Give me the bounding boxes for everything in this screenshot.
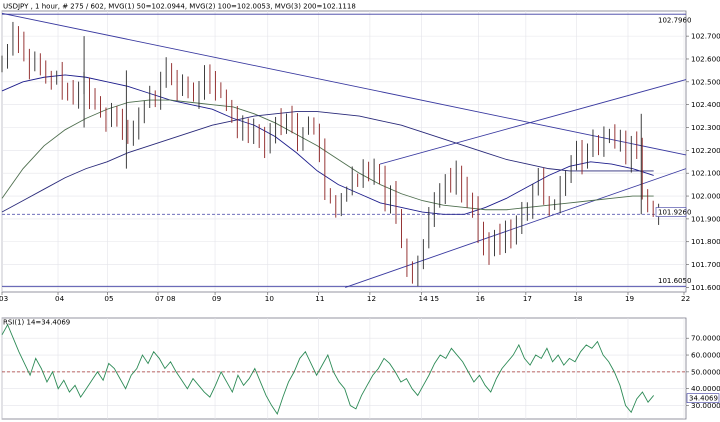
trendline[interactable] (345, 168, 687, 288)
rsi-y-tick-label: 60.0000 (691, 351, 720, 360)
x-tick-label: 18 (573, 294, 583, 303)
price-y-tick-label: 102.5000 (691, 77, 720, 86)
moving-average-line (1, 99, 654, 211)
price-y-tick-label: 102.0000 (691, 192, 720, 201)
rsi-y-tick-label: 30.0000 (691, 401, 720, 410)
chart-title: USDJPY , 1 hour, # 275 / 602, MVG(1) 50=… (3, 3, 356, 11)
price-y-tick-label: 101.6000 (691, 283, 720, 292)
price-grid (1, 11, 686, 292)
x-tick-label: 10 (265, 294, 275, 303)
x-tick-label: 16 (476, 294, 486, 303)
time-axis: 03 04 05 07 08 09 10 11 12 14 15 16 17 18 19 22 (0, 292, 690, 303)
rsi-line (1, 323, 655, 415)
price-plot-area (1, 10, 687, 293)
x-tick-label: 09 (212, 294, 222, 303)
price-y-tick-label: 101.9000 (691, 214, 720, 223)
price-y-tick-label: 102.4000 (691, 100, 720, 109)
current-price-marker: 101.9260 (658, 209, 691, 217)
rsi-plot-area (1, 317, 687, 420)
x-tick-label: 05 (104, 294, 113, 303)
high-price-marker: 102.7960 (658, 17, 691, 25)
price-y-tick-label: 102.2000 (691, 146, 720, 155)
rsi-title: RSI(1) 14=34.4069 (3, 319, 70, 327)
trendline[interactable] (379, 79, 687, 165)
x-tick-label: 03 (0, 294, 8, 303)
price-trendlines (1, 12, 687, 288)
price-y-tick-label: 102.1000 (691, 169, 720, 178)
price-y-tick-label: 102.7000 (691, 32, 720, 41)
rsi-current-box (686, 393, 720, 403)
price-y-tick-label: 101.8000 (691, 237, 720, 246)
rsi-y-tick-label: 40.0000 (691, 384, 720, 393)
rsi-panel: 30.0000 40.0000 50.0000 60.0000 70.0000 RSI(… (1, 317, 720, 420)
rsi-current-marker: 34.4069 (686, 393, 720, 403)
price-y-tick-label: 102.6000 (691, 54, 720, 63)
current-price-marker-box (655, 207, 687, 217)
trendline[interactable] (1, 12, 687, 156)
x-tick-label: 17 (523, 294, 532, 303)
price-y-axis: 101.6000 101.7000 101.8000 101.9000 102.0000… (686, 32, 720, 292)
x-tick-label: 19 (625, 294, 635, 303)
x-tick-label: 12 (367, 294, 376, 303)
rsi-line-group (1, 323, 655, 415)
price-bars (1, 21, 660, 287)
rsi-y-axis: 30.0000 40.0000 50.0000 60.0000 70.0000 (686, 334, 720, 410)
price-y-tick-label: 101.7000 (691, 260, 720, 269)
x-tick-label: 07 08 (155, 294, 176, 303)
x-tick-label: 22 (681, 294, 690, 303)
price-panel: 101.6000 101.7000 101.8000 101.9000 102.0000… (1, 3, 720, 293)
moving-average-line (1, 74, 654, 215)
rsi-current-value: 34.4069 (689, 395, 718, 403)
low-price-marker: 101.6050 (658, 277, 691, 285)
price-y-tick-label: 102.3000 (691, 123, 720, 132)
rsi-y-tick-label: 70.0000 (691, 334, 720, 343)
x-tick-label: 04 (55, 294, 65, 303)
x-tick-label: 14 15 (419, 294, 440, 303)
rsi-y-tick-label: 50.0000 (691, 367, 720, 376)
x-tick-label: 11 (315, 294, 324, 303)
price-markers: 102.7960 101.6050 101.9260 (655, 17, 691, 285)
moving-average-line (1, 111, 654, 213)
price-moving-averages (1, 74, 654, 215)
